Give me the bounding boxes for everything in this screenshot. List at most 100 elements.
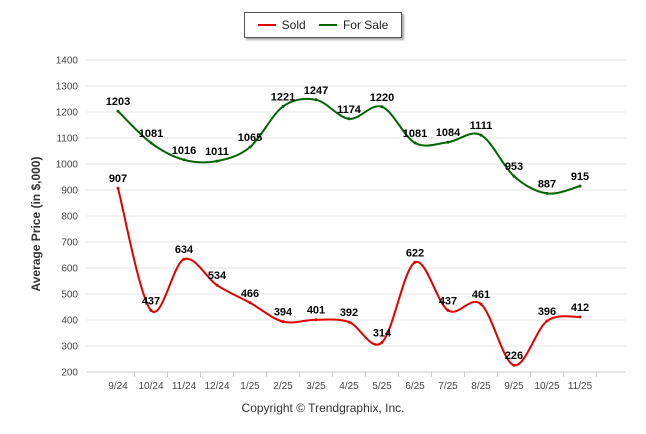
y-tick-label-900: 900 [61, 186, 78, 197]
x-tick-label-10-25: 10/25 [534, 381, 559, 392]
data-label-sold: 392 [340, 307, 358, 319]
data-label-sold: 907 [109, 173, 127, 185]
legend-label-sold: Sold [281, 18, 306, 32]
data-point-for-sale [512, 174, 516, 178]
data-label-for-sale: 1065 [238, 132, 262, 144]
data-label-sold: 396 [538, 306, 556, 318]
data-label-for-sale: 887 [538, 178, 556, 190]
data-label-for-sale: 1220 [370, 92, 394, 104]
axes: 200 300 400 500 600 700 800 900 1000 1100 1200 1300… [56, 56, 626, 392]
data-label-for-sale: 1081 [403, 128, 427, 140]
legend-label-for-sale: For Sale [342, 18, 389, 32]
x-tick-label-8-25: 8/25 [471, 381, 491, 392]
x-tick-label-9-25: 9/25 [504, 381, 524, 392]
data-point-for-sale [380, 105, 384, 109]
data-label-for-sale: 1203 [106, 96, 130, 108]
x-tick-label-2-25: 2/25 [273, 381, 293, 392]
data-point-sold [512, 363, 516, 367]
grid-lines [86, 59, 626, 373]
y-tick-label-1400: 1400 [56, 56, 79, 67]
data-point-for-sale [248, 145, 252, 149]
data-point-for-sale [347, 117, 351, 121]
x-tick-label-9-24: 9/24 [108, 381, 128, 392]
x-tick-label-7-25: 7/25 [438, 381, 458, 392]
y-tick-label-600: 600 [61, 264, 78, 275]
y-tick-label-700: 700 [61, 238, 78, 249]
data-label-for-sale: 1111 [470, 120, 493, 132]
data-point-for-sale [413, 141, 417, 145]
data-label-sold: 437 [142, 295, 160, 307]
data-point-for-sale [215, 159, 219, 163]
data-point-sold [314, 318, 318, 322]
x-tick-label-1-25: 1/25 [240, 381, 260, 392]
y-tick-label-500: 500 [61, 290, 78, 301]
data-label-for-sale: 915 [571, 171, 589, 183]
data-label-sold: 622 [406, 247, 424, 259]
y-tick-label-1100: 1100 [56, 134, 78, 145]
data-point-for-sale [182, 158, 186, 162]
y-tick-label-1200: 1200 [56, 108, 79, 119]
data-point-sold [380, 340, 384, 344]
x-tick-label-10-24: 10/24 [138, 381, 163, 392]
data-point-sold [446, 308, 450, 312]
y-tick-label-1000: 1000 [56, 160, 79, 171]
data-label-for-sale: 1081 [139, 128, 163, 140]
data-point-sold [215, 283, 219, 287]
legend-swatch-for-sale [318, 24, 337, 26]
data-label-sold: 314 [373, 327, 392, 339]
data-label-for-sale: 1016 [172, 145, 196, 157]
data-label-for-sale: 1011 [205, 146, 229, 158]
x-tick-label-11-25: 11/25 [568, 381, 593, 392]
data-label-sold: 466 [241, 288, 259, 300]
data-point-for-sale [578, 184, 582, 188]
data-point-for-sale [479, 133, 483, 137]
data-label-for-sale: 1221 [271, 92, 295, 104]
data-label-for-sale: 1247 [304, 85, 328, 97]
data-label-sold: 401 [307, 305, 325, 317]
data-point-sold [413, 260, 417, 264]
y-tick-label-400: 400 [61, 316, 78, 327]
x-tick-label-4-25: 4/25 [339, 381, 359, 392]
data-label-sold: 461 [472, 289, 490, 301]
x-tick-label-11-24: 11/24 [172, 381, 197, 392]
data-point-sold [281, 320, 285, 324]
data-point-for-sale [116, 109, 120, 113]
data-label-for-sale: 1174 [337, 104, 362, 116]
y-axis-label: Average Price (in $,000) [29, 156, 43, 292]
data-point-sold [578, 315, 582, 319]
data-label-sold: 226 [505, 350, 523, 362]
legend-item-sold[interactable]: Sold [257, 18, 306, 32]
data-point-sold [347, 320, 351, 324]
legend-swatch-sold [257, 24, 276, 26]
x-tick-label-5-25: 5/25 [372, 381, 392, 392]
y-tick-label-200: 200 [61, 368, 78, 379]
data-point-for-sale [545, 191, 549, 195]
data-label-sold: 394 [274, 307, 293, 319]
data-labels: 907 437 634 534 466 394 401 392 314 622 437 461 226 3… [106, 85, 589, 362]
data-point-for-sale [281, 105, 285, 108]
data-point-for-sale [446, 140, 450, 144]
y-tick-label-300: 300 [61, 342, 78, 353]
y-tick-label-800: 800 [61, 212, 78, 223]
x-tick-label-12-24: 12/24 [204, 381, 229, 392]
data-point-for-sale [149, 141, 153, 145]
data-point-sold [116, 186, 120, 190]
data-point-sold [545, 319, 549, 323]
legend: Sold For Sale [244, 12, 402, 38]
data-point-sold [149, 308, 153, 312]
data-label-sold: 412 [571, 302, 589, 314]
data-label-sold: 437 [439, 295, 457, 307]
data-label-sold: 534 [208, 270, 227, 282]
series-lines [116, 97, 582, 367]
data-point-sold [182, 257, 186, 261]
x-tick-label-3-25: 3/25 [306, 381, 326, 392]
data-point-sold [248, 301, 252, 305]
x-tick-label-6-25: 6/25 [405, 381, 425, 392]
y-tick-label-1300: 1300 [56, 82, 79, 93]
data-point-sold [479, 302, 483, 306]
data-label-for-sale: 953 [505, 161, 523, 173]
legend-item-for-sale[interactable]: For Sale [318, 18, 389, 32]
data-point-for-sale [314, 98, 318, 102]
data-label-sold: 634 [175, 244, 194, 256]
